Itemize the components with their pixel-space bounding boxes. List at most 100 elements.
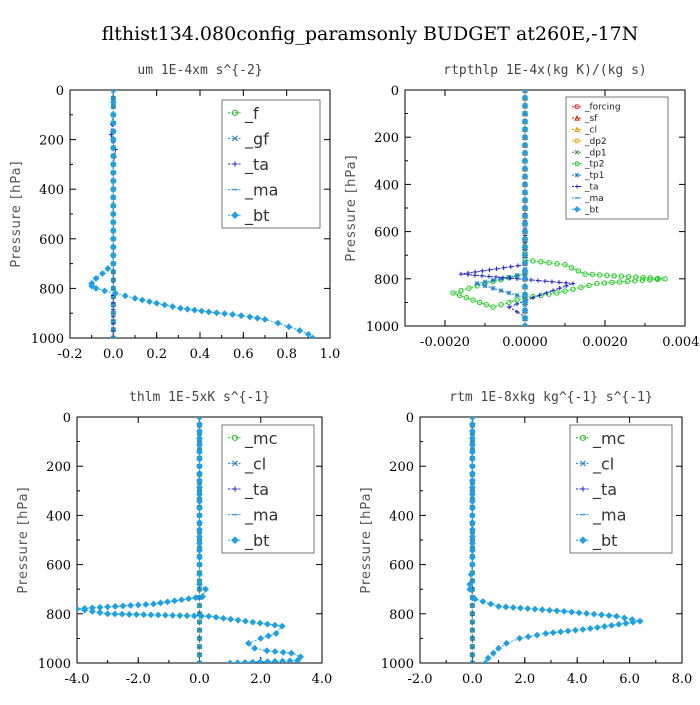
data-point (468, 497, 476, 505)
y-axis-label: Pressure [hPa] (16, 486, 31, 593)
data-point (516, 634, 523, 642)
data-point (574, 114, 580, 121)
y-axis-label: Pressure [hPa] (344, 154, 359, 261)
legend-label: _sf (584, 114, 598, 124)
data-point (579, 434, 587, 441)
data-point (245, 639, 252, 647)
data-point (196, 417, 203, 421)
legend-label: _ma (244, 181, 278, 201)
series-bt (88, 90, 317, 338)
data-point (169, 611, 177, 619)
data-point (533, 631, 541, 639)
data-point (296, 327, 304, 334)
data-point (574, 138, 580, 144)
data-point (468, 490, 476, 498)
data-point (549, 629, 557, 637)
data-point (256, 619, 264, 627)
data-point (521, 188, 529, 196)
data-point (482, 283, 488, 289)
x-tick-label: -0.2 (57, 347, 82, 362)
series-bt (466, 417, 644, 663)
data-point (468, 511, 476, 519)
y-tick-label: 800 (374, 273, 399, 288)
data-point (249, 618, 257, 626)
data-point (205, 308, 213, 316)
data-point (575, 184, 579, 189)
x-tick-label: -0.0020 (420, 335, 470, 350)
data-point (111, 603, 119, 610)
legend-label: _ta (244, 480, 269, 500)
data-point (251, 644, 259, 652)
data-point (196, 504, 203, 512)
data-point (468, 561, 476, 569)
series-bt (521, 90, 529, 326)
data-point (286, 657, 294, 663)
data-point (109, 251, 117, 259)
y-tick-label: 600 (39, 233, 64, 248)
data-point (92, 275, 100, 282)
y-tick-label: 800 (389, 608, 414, 623)
figure-title: flthist134.080config_paramsonly BUDGET a… (102, 23, 639, 45)
data-point (468, 476, 476, 484)
chart-panel: rtpthlp 1E-4x(kg K)/(kg s) Pressure [hPa]… (344, 63, 700, 350)
data-point (146, 298, 153, 306)
data-point (196, 455, 203, 463)
data-point (205, 612, 213, 620)
data-point (121, 292, 129, 300)
data-point (521, 125, 529, 133)
data-point (470, 297, 476, 303)
data-point (199, 593, 206, 600)
data-point (521, 196, 529, 204)
data-point (234, 659, 242, 663)
y-tick-label: 1000 (366, 320, 399, 335)
x-tick-label: 6.0 (619, 672, 640, 687)
data-point (514, 301, 520, 307)
chart-title: um 1E-4xm s^{-2} (137, 63, 262, 78)
x-tick-label: 2.0 (514, 672, 535, 687)
data-point (278, 622, 286, 630)
data-point (514, 273, 520, 279)
data-point (213, 309, 221, 317)
data-point (196, 483, 203, 491)
data-point (586, 625, 594, 632)
data-point (503, 639, 510, 647)
series-line (91, 90, 313, 338)
x-tick-label: 0.4 (190, 347, 211, 362)
data-point (662, 276, 668, 282)
data-point (241, 659, 249, 663)
data-point (468, 427, 476, 435)
data-point (147, 611, 155, 619)
data-point (109, 185, 117, 193)
data-point (514, 309, 520, 315)
data-point (521, 275, 529, 283)
data-point (196, 526, 203, 533)
data-point (196, 434, 203, 442)
data-point (524, 633, 532, 641)
data-point (568, 265, 575, 271)
x-tick-label: -4.0 (64, 672, 89, 687)
y-tick-label: 200 (39, 134, 64, 149)
data-point (570, 286, 576, 292)
x-tick-label: -2.0 (407, 672, 432, 687)
data-point (476, 299, 483, 306)
data-point (112, 289, 119, 297)
data-point (154, 611, 162, 619)
data-point (285, 323, 293, 331)
data-point (161, 301, 169, 309)
x-tick-label: 2.0 (250, 672, 271, 687)
data-point (482, 279, 488, 285)
data-point (138, 296, 146, 304)
data-point (484, 654, 492, 662)
data-point (521, 283, 529, 291)
data-point (521, 141, 529, 149)
data-point (450, 290, 456, 296)
data-point (521, 149, 529, 157)
data-point (632, 278, 638, 284)
data-point (482, 659, 489, 663)
data-point (618, 273, 625, 279)
data-point (538, 606, 546, 614)
data-point (264, 658, 271, 663)
data-point (474, 281, 480, 287)
data-point (232, 135, 238, 142)
